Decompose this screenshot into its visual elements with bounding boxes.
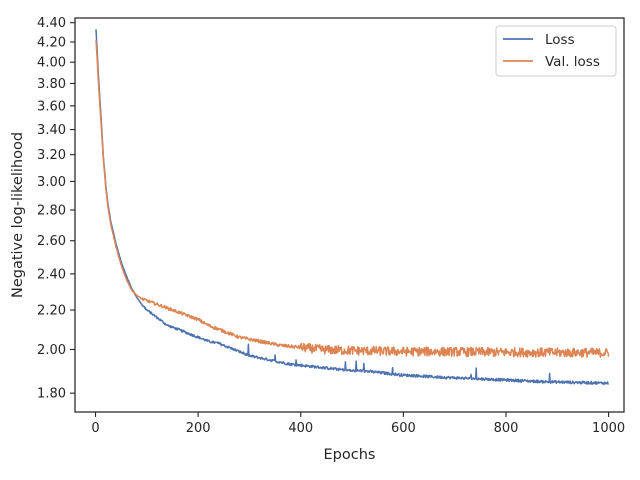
- x-tick-label: 0: [91, 421, 99, 436]
- y-tick-label: 3.40: [37, 123, 66, 138]
- x-axis-label: Epochs: [324, 447, 376, 463]
- y-tick-label: 1.80: [37, 387, 66, 402]
- y-tick-label: 2.40: [37, 267, 66, 282]
- legend: Loss Val. loss: [495, 25, 617, 77]
- x-tick-label: 400: [288, 421, 313, 436]
- x-tick-label: 600: [391, 421, 416, 436]
- y-axis-label: Negative log-likelihood: [10, 132, 26, 298]
- y-tick-label: 3.60: [37, 99, 66, 114]
- y-tick-label: 3.80: [37, 77, 66, 92]
- plot-frame: [74, 17, 625, 413]
- y-tick-label: 2.80: [37, 204, 66, 219]
- legend-label: Val. loss: [545, 54, 600, 70]
- series-layer: [95, 29, 610, 386]
- x-tick-label: 200: [186, 421, 211, 436]
- x-tick-label: 1000: [592, 421, 625, 436]
- y-tick-label: 2.60: [37, 234, 66, 249]
- x-tick-label: 800: [494, 421, 519, 436]
- legend-label: Loss: [545, 32, 575, 48]
- x-axis: 0 200 400 600 800 1000: [91, 412, 625, 436]
- y-axis: 1.80 2.00 2.20 2.40 2.60 2.80 3.00 3.20 3.40 3.60…: [37, 16, 75, 402]
- y-tick-label: 4.40: [37, 16, 66, 31]
- series-line-val-loss: [95, 40, 610, 359]
- y-tick-label: 2.00: [37, 343, 66, 358]
- y-tick-label: 2.20: [37, 303, 66, 318]
- y-tick-label: 3.00: [37, 175, 66, 190]
- y-tick-label: 3.20: [37, 148, 66, 163]
- y-tick-label: 4.20: [37, 35, 66, 50]
- series-line-loss: [95, 29, 609, 386]
- y-tick-label: 4.00: [37, 56, 66, 71]
